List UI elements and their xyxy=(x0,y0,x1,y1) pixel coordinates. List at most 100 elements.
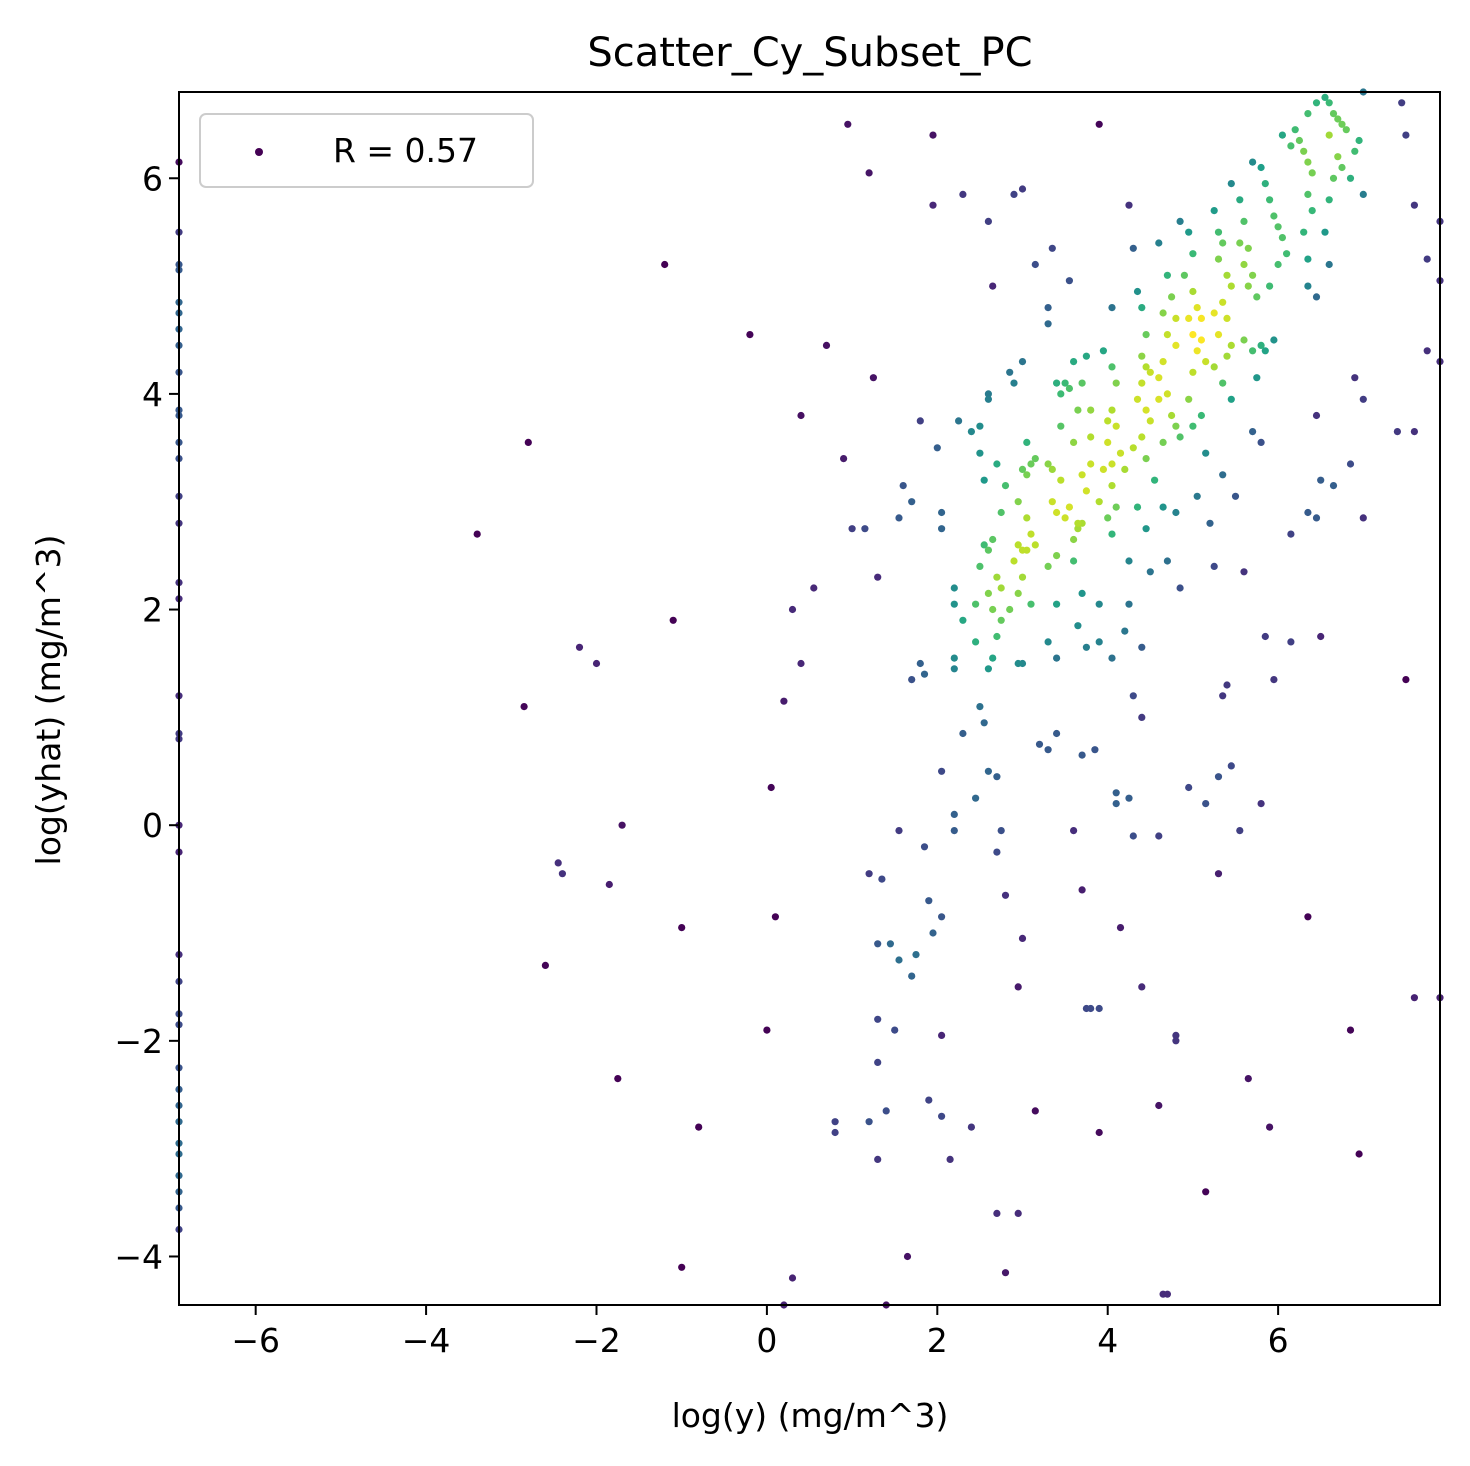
data-point xyxy=(1189,250,1197,258)
data-point xyxy=(1325,260,1333,269)
data-point xyxy=(1231,492,1240,500)
data-point xyxy=(746,331,754,339)
data-point xyxy=(1346,174,1355,182)
data-point xyxy=(1133,287,1142,296)
data-point xyxy=(1108,530,1116,538)
data-point xyxy=(886,940,895,948)
data-point xyxy=(1351,147,1359,155)
data-point xyxy=(1112,789,1120,797)
data-point xyxy=(993,1209,1001,1217)
data-point xyxy=(1044,638,1052,646)
data-point xyxy=(1193,347,1201,355)
data-point xyxy=(1129,444,1137,452)
data-point xyxy=(1321,228,1329,236)
data-point xyxy=(1304,158,1312,166)
data-point xyxy=(895,956,903,964)
data-point xyxy=(831,1128,839,1137)
data-point xyxy=(1108,363,1116,371)
data-point xyxy=(1223,352,1231,360)
data-point xyxy=(1014,1209,1022,1217)
data-point xyxy=(844,120,852,128)
data-point xyxy=(1112,422,1120,430)
data-point xyxy=(1317,476,1325,484)
data-point xyxy=(916,659,924,668)
data-point xyxy=(874,940,882,948)
data-point xyxy=(1001,482,1010,490)
data-point xyxy=(925,897,933,905)
data-point xyxy=(950,654,958,662)
data-point xyxy=(1116,449,1125,457)
data-point xyxy=(929,131,937,139)
data-point xyxy=(771,913,780,921)
x-tick-label: 2 xyxy=(927,1321,948,1360)
data-point xyxy=(1078,589,1086,598)
data-point xyxy=(1031,260,1039,269)
data-point xyxy=(1172,1037,1180,1045)
data-point xyxy=(592,659,601,668)
data-point xyxy=(1270,676,1278,684)
data-point xyxy=(1116,924,1125,932)
data-point xyxy=(1146,368,1154,376)
data-point xyxy=(1410,428,1418,436)
data-point xyxy=(1346,1026,1355,1034)
data-point xyxy=(1261,180,1269,188)
legend-box xyxy=(199,113,534,188)
data-point xyxy=(1236,196,1244,204)
data-point xyxy=(1261,632,1269,641)
data-point xyxy=(524,438,532,446)
data-point xyxy=(695,1123,703,1131)
data-point xyxy=(1210,309,1218,317)
data-point xyxy=(1159,438,1167,446)
data-point xyxy=(972,638,980,646)
data-point xyxy=(1351,374,1359,382)
data-point xyxy=(1095,498,1103,506)
data-point xyxy=(1010,557,1018,565)
data-point xyxy=(1082,352,1090,360)
data-point xyxy=(1223,271,1231,279)
data-point xyxy=(1138,433,1146,441)
data-point xyxy=(840,455,848,463)
data-point xyxy=(1112,503,1120,511)
data-point xyxy=(984,395,993,403)
data-point xyxy=(1108,304,1116,312)
data-point xyxy=(1219,692,1227,700)
data-point xyxy=(605,880,613,889)
data-point xyxy=(1070,535,1078,544)
data-point xyxy=(938,508,946,517)
data-point xyxy=(1249,347,1257,355)
data-point xyxy=(1334,153,1342,161)
data-point xyxy=(869,374,878,382)
data-point xyxy=(1236,827,1244,835)
data-point xyxy=(1087,433,1095,441)
data-point xyxy=(1112,800,1120,808)
data-point xyxy=(678,924,686,932)
data-point xyxy=(1185,783,1193,792)
data-point xyxy=(1402,131,1410,139)
data-point xyxy=(1082,487,1090,495)
data-point xyxy=(993,848,1001,856)
data-point xyxy=(1091,746,1099,754)
data-point xyxy=(1018,546,1027,554)
data-point xyxy=(1172,314,1180,322)
data-point xyxy=(1227,395,1235,403)
data-point xyxy=(959,190,967,198)
data-point xyxy=(1027,460,1035,468)
data-point xyxy=(618,821,626,829)
data-point xyxy=(1359,190,1367,198)
data-point xyxy=(558,870,567,878)
data-point xyxy=(1244,244,1252,252)
data-point xyxy=(1223,681,1231,689)
data-point xyxy=(938,913,946,921)
data-point xyxy=(1078,471,1086,479)
data-point xyxy=(1202,449,1210,457)
data-point xyxy=(865,1118,873,1126)
data-point xyxy=(1214,228,1223,236)
data-point xyxy=(1257,800,1265,808)
data-point xyxy=(1129,244,1137,252)
data-point xyxy=(1138,983,1146,991)
data-point xyxy=(1240,336,1248,344)
data-point xyxy=(1304,255,1312,263)
data-point xyxy=(997,827,1005,835)
data-point xyxy=(1206,519,1214,527)
data-point xyxy=(1138,713,1146,722)
